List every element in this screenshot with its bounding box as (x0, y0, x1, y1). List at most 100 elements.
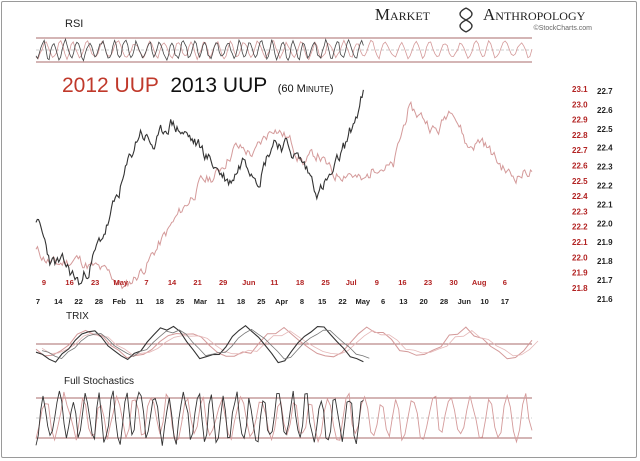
y-tick-2012: 22.8 (572, 131, 588, 140)
y-tick-2013: 22.2 (597, 182, 613, 191)
brand: Market Anthropology ©StockCharts.com (375, 5, 593, 33)
x-tick-2012: 16 (398, 278, 406, 287)
stoch-line-2012 (35, 391, 533, 444)
trix-signal-2012 (41, 329, 539, 357)
dna-icon (459, 7, 473, 33)
x-tick-2012: 29 (219, 278, 227, 287)
x-tick-2012: 9 (375, 278, 379, 287)
stoch-line-2013 (35, 390, 364, 446)
y-tick-2012: 22.0 (572, 253, 588, 262)
x-tick-2012: Jul (346, 278, 357, 287)
x-tick-2013: Mar (194, 297, 207, 306)
y-tick-2012: 22.4 (572, 192, 588, 201)
y-tick-2013: 21.8 (597, 257, 613, 266)
y-tick-2012: 22.1 (572, 238, 588, 247)
x-tick-2012: Jun (242, 278, 256, 287)
trix-line-2013 (35, 324, 364, 364)
y-tick-2013: 22.6 (597, 106, 613, 115)
x-axis-2013: 7 14 22 28 Feb 11 18 25 Mar 11 18 25 Apr 8 15 22 May 6 13 2… (36, 297, 509, 306)
x-tick-2013: Jun (458, 297, 472, 306)
x-tick-2012: 16 (65, 278, 73, 287)
x-tick-2013: May (356, 297, 371, 306)
y-tick-2012: 23.0 (572, 100, 588, 109)
y-tick-2012: 22.7 (572, 146, 588, 155)
x-tick-2013: 25 (257, 297, 265, 306)
brand-name-part2: Anthropology (483, 5, 586, 24)
x-tick-2013: 20 (420, 297, 428, 306)
x-tick-2012: 25 (321, 278, 329, 287)
x-tick-2012: May (114, 278, 129, 287)
x-tick-2013: 18 (156, 297, 164, 306)
brand-source: ©StockCharts.com (534, 24, 593, 32)
y-tick-2013: 22.4 (597, 144, 613, 153)
x-tick-2012: 23 (91, 278, 99, 287)
y-tick-2012: 22.5 (572, 177, 588, 186)
x-tick-2013: 28 (440, 297, 448, 306)
y-tick-2012: 22.2 (572, 223, 588, 232)
rsi-line-2013 (35, 37, 364, 62)
y-axis-2012: 23.1 23.0 22.9 22.8 22.7 22.6 22.5 22.4 22.3 22.2… (572, 85, 588, 293)
x-tick-2012: 9 (42, 278, 46, 287)
x-tick-2012: 6 (503, 278, 507, 287)
y-tick-2013: 21.7 (597, 276, 613, 285)
x-tick-2013: 25 (176, 297, 184, 306)
title-2012: 2012 UUP (62, 74, 159, 97)
y-tick-2013: 22.5 (597, 125, 613, 134)
y-tick-2013: 22.0 (597, 219, 613, 228)
x-tick-2013: 11 (217, 297, 225, 306)
price-panel: 23.1 23.0 22.9 22.8 22.7 22.6 22.5 22.4 22.3 22.2… (35, 85, 613, 306)
trix-panel: TRIX (35, 311, 539, 364)
x-tick-2013: 18 (237, 297, 245, 306)
y-tick-2012: 22.3 (572, 207, 588, 216)
y-tick-2012: 22.9 (572, 116, 588, 125)
rsi-panel: RSI (35, 18, 533, 63)
x-tick-2012: 18 (296, 278, 304, 287)
y-tick-2013: 22.3 (597, 163, 613, 172)
x-tick-2013: Apr (275, 297, 288, 306)
trix-signal-2013 (41, 328, 370, 360)
x-tick-2013: 8 (300, 297, 304, 306)
price-line-2012 (35, 100, 533, 290)
x-tick-2012: Aug (472, 278, 487, 287)
x-tick-2013: 10 (480, 297, 488, 306)
x-tick-2013: 11 (136, 297, 144, 306)
x-tick-2012: 7 (144, 278, 148, 287)
y-tick-2013: 21.9 (597, 238, 613, 247)
x-tick-2013: 15 (318, 297, 326, 306)
rsi-title: RSI (65, 18, 83, 30)
x-tick-2013: 22 (338, 297, 346, 306)
x-tick-2013: 14 (54, 297, 63, 306)
trix-title: TRIX (66, 311, 89, 322)
title-subtitle: (60 Minute) (278, 83, 334, 95)
y-tick-2012: 22.6 (572, 162, 588, 171)
x-tick-2012: 21 (193, 278, 201, 287)
x-tick-2012: 11 (270, 278, 278, 287)
x-tick-2012: 14 (168, 278, 177, 287)
x-tick-2012: 30 (449, 278, 457, 287)
stochastics-panel: Full Stochastics (35, 376, 533, 446)
x-axis-2012: 9 16 23 May 7 14 21 29 Jun 11 18 25 Jul 9 16 23 30 Aug 6 (42, 278, 507, 287)
y-tick-2013: 21.6 (597, 295, 613, 304)
rsi-line-2012 (35, 39, 533, 61)
x-tick-2013: 13 (399, 297, 407, 306)
x-tick-2013: 22 (74, 297, 82, 306)
y-tick-2012: 21.8 (572, 284, 588, 293)
title-2013: 2013 UUP (170, 74, 267, 97)
y-tick-2012: 21.9 (572, 269, 588, 278)
brand-name-part1: Market (375, 5, 431, 24)
x-tick-2013: 7 (36, 297, 40, 306)
stochastics-title: Full Stochastics (64, 376, 134, 387)
y-axis-2013: 22.7 22.6 22.5 22.4 22.3 22.2 22.1 22.0 21.9 21.8… (597, 87, 613, 304)
x-tick-2013: Feb (113, 297, 127, 306)
price-line-2013 (35, 89, 364, 286)
x-tick-2013: 17 (501, 297, 509, 306)
y-tick-2013: 22.1 (597, 200, 613, 209)
y-tick-2013: 22.7 (597, 87, 613, 96)
main-chart-title: 2012 UUP 2013 UUP (60 Minute) (62, 74, 334, 97)
x-tick-2013: 28 (95, 297, 103, 306)
x-tick-2013: 6 (381, 297, 385, 306)
x-tick-2012: 23 (424, 278, 432, 287)
